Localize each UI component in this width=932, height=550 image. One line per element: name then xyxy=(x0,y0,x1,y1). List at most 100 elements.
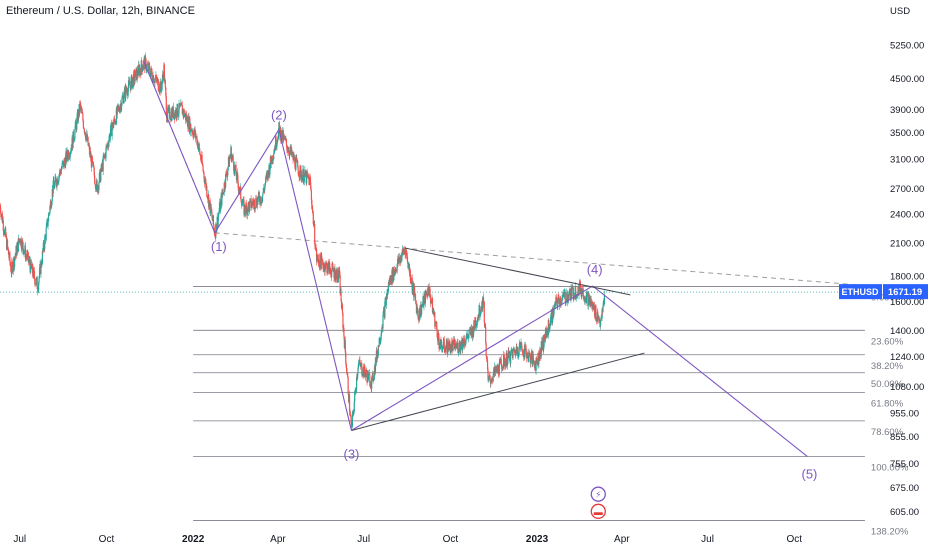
candle-body xyxy=(347,377,349,394)
candle-body xyxy=(486,360,489,370)
candle-body xyxy=(60,169,62,174)
candle-body xyxy=(245,203,247,214)
candle-body xyxy=(371,375,373,378)
candle-body xyxy=(489,379,492,384)
candle-body xyxy=(72,131,75,141)
fib-level-label: 38.20% xyxy=(871,361,904,372)
candle-body xyxy=(291,147,293,155)
candle-body xyxy=(434,311,436,327)
candle-body xyxy=(138,64,140,67)
candle-body xyxy=(499,359,501,362)
fib-level-label: 23.60% xyxy=(871,336,904,347)
candle-body xyxy=(155,75,158,79)
y-tick-label: 4500.00 xyxy=(890,74,924,85)
candle-body xyxy=(407,265,410,268)
candle-body xyxy=(140,60,142,75)
candle-body xyxy=(197,147,199,150)
candle-body xyxy=(98,182,100,191)
candle-body xyxy=(261,201,263,203)
candle-body xyxy=(312,211,314,225)
price-tag-symbol-bg xyxy=(839,284,882,300)
candle-body xyxy=(525,348,527,349)
candle-body xyxy=(226,171,229,177)
x-tick-label: Jul xyxy=(357,534,370,545)
candle-body xyxy=(582,288,584,298)
candle-body xyxy=(223,192,225,194)
candle-body xyxy=(262,188,264,194)
candle-body xyxy=(150,72,152,78)
candle-body xyxy=(30,259,32,266)
candle-body xyxy=(265,177,267,184)
candle-body xyxy=(123,98,125,104)
candle-body xyxy=(240,186,242,199)
candle-body xyxy=(576,294,578,299)
candle-body xyxy=(494,369,497,373)
y-tick-label: 755.00 xyxy=(890,459,919,470)
candle-body xyxy=(125,86,127,98)
candle-body xyxy=(401,249,403,256)
candle-body xyxy=(587,293,589,306)
candle-body xyxy=(485,326,487,344)
candle-body xyxy=(14,254,17,257)
candle-body xyxy=(539,348,541,357)
candle-body xyxy=(395,268,397,271)
candle-body xyxy=(347,373,349,378)
candle-body xyxy=(112,123,115,128)
wave-label: (2) xyxy=(271,108,287,123)
candle-body xyxy=(178,103,181,108)
y-tick-label: 2100.00 xyxy=(890,238,924,249)
candle-body xyxy=(425,290,427,295)
candle-body xyxy=(454,347,456,350)
candle-body xyxy=(369,386,371,387)
candle-body xyxy=(512,348,514,358)
candle-body xyxy=(273,153,275,160)
candle-body xyxy=(11,261,13,263)
candle-body xyxy=(326,263,328,274)
candle-body xyxy=(591,304,593,306)
candle-body xyxy=(427,287,429,295)
elliott-wave-line xyxy=(214,129,280,234)
candle-body xyxy=(478,305,481,317)
candle-body xyxy=(417,315,419,318)
candle-body xyxy=(436,322,438,330)
candle-body xyxy=(415,300,417,304)
candle-body xyxy=(576,294,578,296)
candle-body xyxy=(167,107,169,120)
candle-body xyxy=(248,202,250,204)
candle-body xyxy=(19,239,21,242)
candle-body xyxy=(294,157,296,168)
candle-body xyxy=(190,123,192,130)
candle-body xyxy=(349,415,352,417)
candle-body xyxy=(552,308,554,318)
candle-body xyxy=(9,262,11,266)
candle-body xyxy=(595,319,598,322)
candle-body xyxy=(566,292,568,301)
candle-body xyxy=(208,201,210,208)
candle-body xyxy=(115,108,117,125)
y-tick-label: 1800.00 xyxy=(890,272,924,283)
candle-body xyxy=(372,372,374,381)
candle-body xyxy=(429,296,432,304)
candle-body xyxy=(24,245,27,259)
candle-body xyxy=(459,342,461,350)
candle-body xyxy=(484,322,486,328)
candle-body xyxy=(269,168,271,175)
candle-body xyxy=(93,167,95,176)
candle-body xyxy=(429,288,431,297)
elliott-wave-line xyxy=(592,285,808,457)
candle-body xyxy=(233,162,235,171)
candle-body xyxy=(230,147,232,162)
candle-body xyxy=(401,255,403,261)
candle-body xyxy=(528,352,530,359)
x-tick-label: 2023 xyxy=(526,534,549,545)
candle-body xyxy=(354,391,356,402)
candle-body xyxy=(361,374,363,376)
candle-body xyxy=(549,323,551,326)
candle-body xyxy=(267,170,269,172)
candle-body xyxy=(291,153,293,155)
price-tag-value: 1671.19 xyxy=(888,287,922,298)
candle-body xyxy=(579,281,581,293)
candle-body xyxy=(194,130,197,139)
candle-body xyxy=(410,280,412,282)
